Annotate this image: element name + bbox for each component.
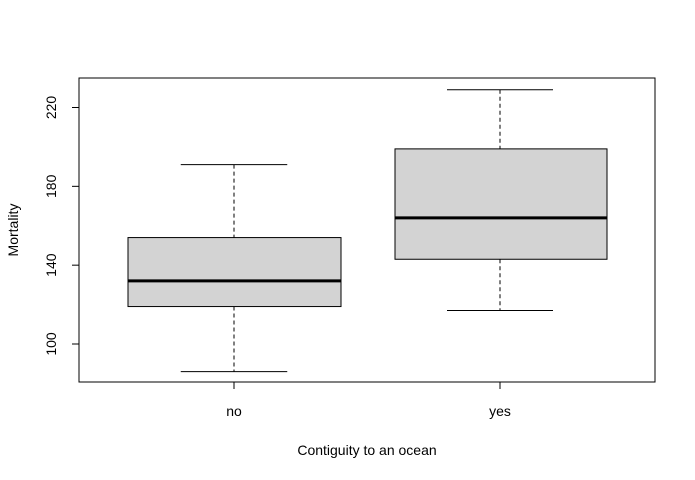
y-axis: 100 140 180 220 (43, 96, 80, 356)
x-tick-label: no (226, 403, 242, 419)
x-axis: no yes (226, 382, 511, 419)
y-tick-label: 100 (43, 332, 59, 356)
y-axis-label: Mortality (5, 204, 21, 257)
iqr-box (394, 148, 608, 260)
box-no (127, 164, 342, 373)
y-tick-label: 140 (43, 253, 59, 277)
x-axis-label: Contiguity to an ocean (297, 442, 436, 458)
y-tick-label: 180 (43, 174, 59, 198)
box-yes (394, 89, 608, 311)
y-tick-label: 220 (43, 96, 59, 120)
box-series (127, 89, 608, 373)
x-tick-label: yes (489, 403, 511, 419)
iqr-box (127, 237, 342, 308)
